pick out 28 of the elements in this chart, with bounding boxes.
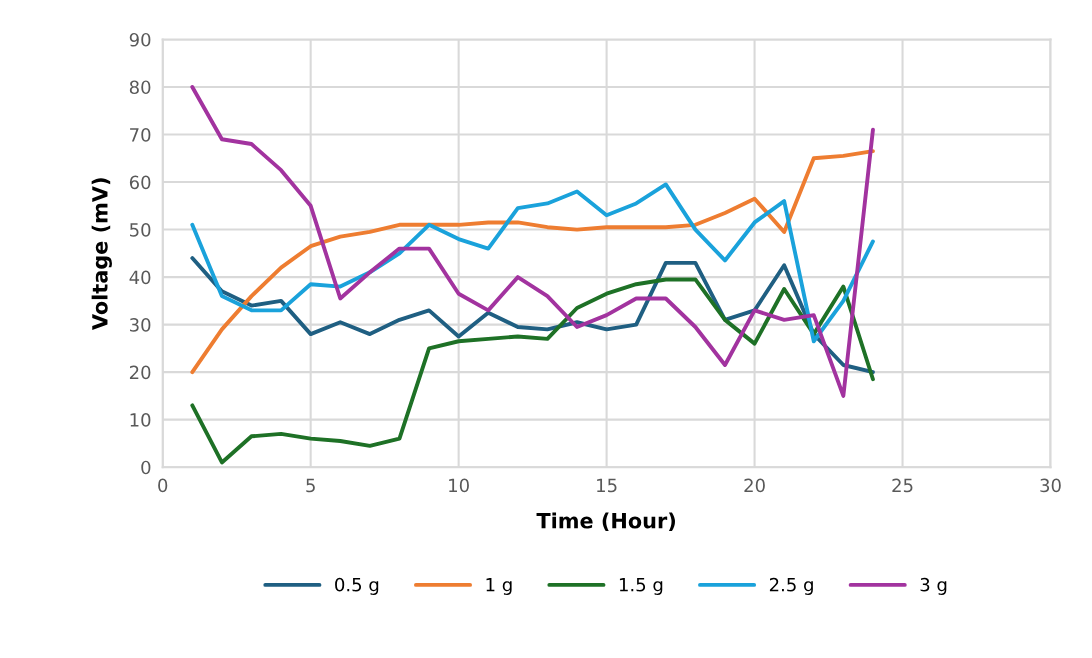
y-tick-label: 50 [130, 223, 151, 237]
y-tick-label: 60 [129, 175, 151, 190]
y-tick-label: 40 [129, 270, 151, 285]
line-series [190, 277, 875, 465]
y-tick-label: 10 [130, 413, 151, 427]
legend-label: 2.5 g [769, 577, 813, 595]
y-tick-label: 30 [130, 318, 151, 332]
x-tick-label: 5 [306, 478, 315, 493]
x-tick-label: 0 [158, 478, 168, 493]
line-series [190, 182, 875, 344]
legend-label: 0.5 g [335, 577, 379, 595]
y-tick-label: 0 [141, 460, 151, 475]
x-tick-label: 25 [892, 478, 913, 493]
y-tick-label: 70 [130, 127, 151, 142]
x-tick-label: 30 [1040, 478, 1061, 493]
y-tick-label: 20 [129, 365, 151, 380]
line-series [190, 85, 875, 398]
x-tick-label: 20 [744, 478, 765, 493]
legend-label: 1 g [486, 578, 512, 595]
legend-label: 1.5 g [619, 578, 663, 595]
x-tick-label: 10 [449, 478, 469, 493]
y-tick-label: 80 [129, 80, 151, 95]
y-tick-label: 90 [129, 32, 151, 47]
y-axis-title: Voltage (mV) [91, 178, 112, 331]
legend-label: 3 g [920, 577, 947, 595]
x-tick-label: 15 [597, 478, 617, 493]
x-axis-title: Time (Hour) [536, 512, 675, 532]
line-series [190, 149, 875, 375]
